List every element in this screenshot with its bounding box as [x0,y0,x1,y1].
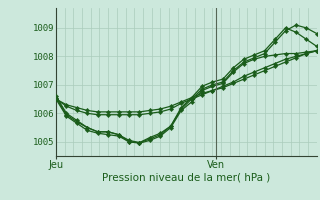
X-axis label: Pression niveau de la mer( hPa ): Pression niveau de la mer( hPa ) [102,173,270,183]
